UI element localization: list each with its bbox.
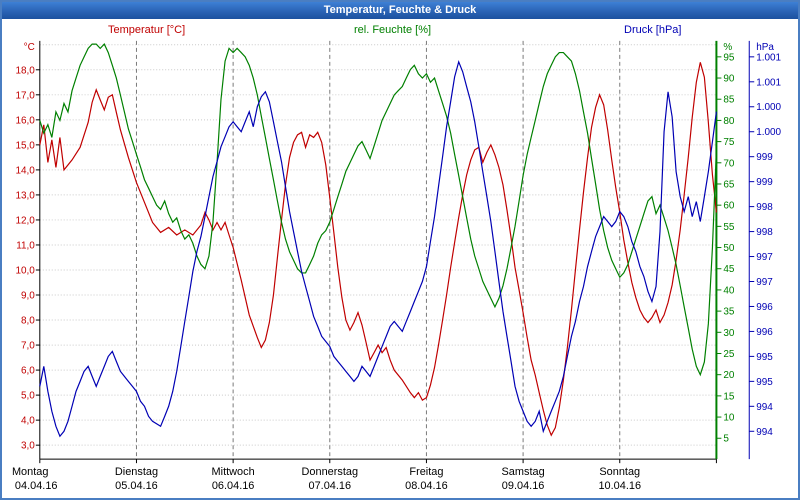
day-name-label: Freitag xyxy=(409,466,443,478)
pressure-tick-label: 994 xyxy=(756,402,773,413)
pressure-tick-label: 1.000 xyxy=(756,102,781,113)
day-date-label: 09.04.16 xyxy=(502,480,545,492)
temperature-series xyxy=(39,62,718,437)
day-name-label: Dienstag xyxy=(115,466,158,478)
day-name-label: Sonntag xyxy=(599,466,640,478)
pressure-tick-label: 995 xyxy=(756,377,773,388)
humidity-tick-label: 75 xyxy=(723,137,735,148)
temperature-tick-label: 12,0 xyxy=(15,215,35,226)
temperature-legend-label: Temperatur [°C] xyxy=(108,24,186,36)
humidity-tick-label: 50 xyxy=(723,243,735,254)
temperature-tick-label: 11,0 xyxy=(16,240,35,251)
temperature-tick-label: 17,0 xyxy=(15,90,35,101)
day-name-label: Mittwoch xyxy=(212,466,255,478)
temperature-tick-label: 7,0 xyxy=(21,341,35,352)
humidity-legend-label: rel. Feuchte [%] xyxy=(354,24,432,36)
temperature-tick-label: 13,0 xyxy=(15,190,35,201)
temperature-tick-label: 18,0 xyxy=(15,65,35,76)
day-date-label: 08.04.16 xyxy=(405,480,448,492)
humidity-tick-label: 55 xyxy=(723,222,735,233)
humidity-tick-label: 60 xyxy=(723,201,735,212)
temperature-tick-label: 8,0 xyxy=(21,316,35,327)
temperature-tick-label: 9,0 xyxy=(21,290,35,301)
window-title: Temperatur, Feuchte & Druck xyxy=(323,4,477,16)
pressure-tick-label: 999 xyxy=(756,177,773,188)
humidity-tick-label: 40 xyxy=(723,285,735,296)
humidity-tick-label: 15 xyxy=(723,391,735,402)
weather-chart: °C % hPa 18,0 17,0 16,0 15,0 14,0 13,0 12,0 11,… xyxy=(12,40,782,492)
humidity-series xyxy=(39,43,718,377)
humidity-tick-label: 95 xyxy=(723,52,735,63)
day-date-label: 07.04.16 xyxy=(309,480,352,492)
temperature-tick-label: 5,0 xyxy=(21,391,35,402)
pressure-unit-label: hPa xyxy=(756,42,774,53)
temperature-tick-label: 6,0 xyxy=(21,366,35,377)
temperature-tick-label: 3,0 xyxy=(21,441,35,452)
day-date-label: 06.04.16 xyxy=(212,480,255,492)
pressure-tick-label: 996 xyxy=(756,302,773,313)
pressure-tick-label: 997 xyxy=(756,277,773,288)
pressure-tick-label: 1.001 xyxy=(756,77,781,88)
pressure-tick-label: 998 xyxy=(756,202,773,213)
humidity-tick-label: 25 xyxy=(723,349,735,360)
day-date-label: 04.04.16 xyxy=(15,480,58,492)
pressure-tick-label: 1.000 xyxy=(756,127,781,138)
pressure-tick-label: 997 xyxy=(756,252,773,263)
day-name-label: Montag xyxy=(12,466,48,478)
humidity-tick-label: 80 xyxy=(723,116,735,127)
humidity-tick-label: 90 xyxy=(723,74,735,85)
humidity-unit-label: % xyxy=(723,42,732,53)
pressure-tick-label: 999 xyxy=(756,152,773,163)
humidity-tick-label: 65 xyxy=(723,179,735,190)
day-date-label: 10.04.16 xyxy=(598,480,641,492)
day-name-label: Samstag xyxy=(502,466,545,478)
pressure-legend-label: Druck [hPa] xyxy=(624,24,682,36)
humidity-tick-label: 20 xyxy=(723,370,735,381)
temperature-tick-label: 10,0 xyxy=(15,265,35,276)
temperature-tick-label: 4,0 xyxy=(21,416,35,427)
temperature-unit-label: °C xyxy=(24,42,35,53)
humidity-tick-label: 35 xyxy=(723,307,735,318)
pressure-tick-label: 1.001 xyxy=(756,52,781,63)
temperature-tick-label: 15,0 xyxy=(15,140,35,151)
humidity-tick-label: 70 xyxy=(723,158,735,169)
pressure-series xyxy=(39,59,718,438)
temperature-tick-label: 16,0 xyxy=(15,115,35,126)
title-bar: Temperatur, Feuchte & Druck xyxy=(2,2,798,19)
day-name-label: Donnerstag xyxy=(302,466,359,478)
humidity-tick-label: 30 xyxy=(723,328,735,339)
pressure-tick-label: 996 xyxy=(756,327,773,338)
humidity-tick-label: 85 xyxy=(723,95,735,106)
humidity-tick-label: 5 xyxy=(723,434,729,445)
temperature-tick-label: 14,0 xyxy=(15,165,35,176)
pressure-tick-label: 994 xyxy=(756,427,773,438)
day-date-label: 05.04.16 xyxy=(115,480,158,492)
humidity-tick-label: 10 xyxy=(723,413,735,424)
pressure-tick-label: 998 xyxy=(756,227,773,238)
pressure-tick-label: 995 xyxy=(756,352,773,363)
humidity-tick-label: 45 xyxy=(723,264,735,275)
